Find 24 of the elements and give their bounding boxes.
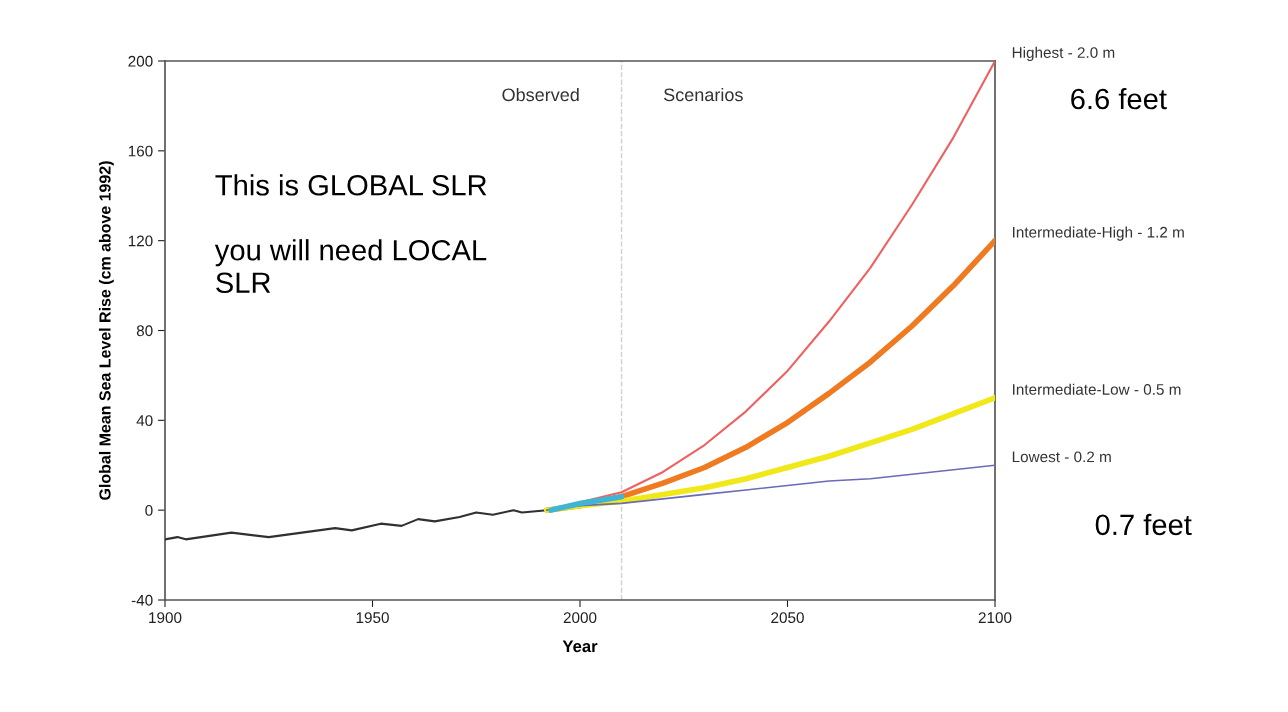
y-tick-label: 80 [136,325,153,337]
x-tick-label: 2000 [563,612,597,624]
x-tick-label: 2050 [771,612,804,624]
x-tick-label: 1900 [149,612,182,624]
y-axis-title: Global Mean Sea Level Rise (cm above 1992) [98,161,114,500]
series-label: Highest - 2.0 m [1012,46,1115,61]
series-label: Intermediate-High - 1.2 m [1013,226,1184,241]
y-tick-label: -40 [131,594,153,606]
y-tick-label: 40 [136,415,153,427]
y-tick-label: 200 [128,55,153,67]
text: 6.6 feet [1071,87,1167,110]
series-label: Intermediate-Low - 0.5 m [1013,383,1181,395]
annotation: Observed [502,87,579,102]
x-tick-label: 1950 [356,612,389,624]
line-series [545,464,995,512]
series-label: Lowest - 0.2 m [1012,451,1111,463]
x-tick-label: 2100 [978,612,1012,624]
text: 0.7 feet [1095,513,1192,536]
y-tick-label: 160 [128,145,153,157]
x-axis-title: Year [562,640,598,653]
annotation: Scenarios [663,87,743,102]
text: This is GLOBAL SLR you will need LOCAL SLR [214,174,487,294]
y-tick-label: 120 [128,235,153,247]
y-tick-label: 0 [145,505,153,516]
